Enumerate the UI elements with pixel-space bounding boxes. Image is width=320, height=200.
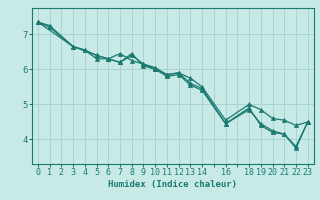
X-axis label: Humidex (Indice chaleur): Humidex (Indice chaleur) bbox=[108, 180, 237, 189]
